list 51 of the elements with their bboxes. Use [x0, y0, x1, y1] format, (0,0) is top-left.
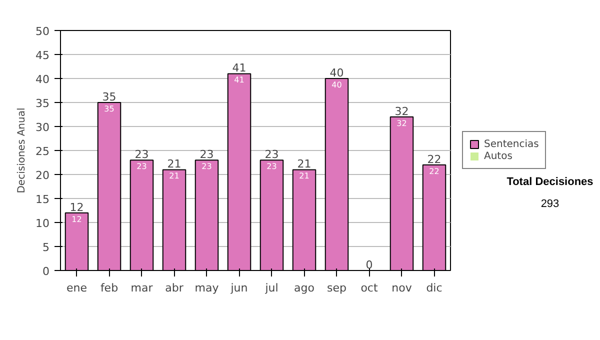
y-tick-label: 50	[36, 25, 50, 38]
x-tick-label: sep	[327, 282, 347, 294]
y-tick-label: 40	[36, 73, 50, 86]
data-label: 21	[299, 172, 310, 181]
data-label: 32	[396, 118, 407, 128]
data-label: 23	[202, 162, 212, 172]
y-tick-label: 15	[36, 193, 50, 206]
total-label: 0	[366, 258, 373, 272]
data-label: 21	[169, 172, 180, 181]
y-tick-label: 30	[36, 121, 50, 134]
y-tick-label: 10	[36, 217, 50, 230]
total-label: 12	[70, 200, 84, 214]
total-label: 21	[297, 158, 312, 171]
text: Total Decisiones	[506, 175, 594, 190]
data-label: 12	[72, 214, 82, 224]
x-tick-label: jun	[230, 282, 248, 294]
x-tick-label: nov	[392, 282, 412, 294]
total-label: 23	[264, 148, 279, 162]
x-tick-label: ene	[66, 282, 88, 294]
legend-label: Sentencias	[484, 138, 539, 150]
total-label: 32	[394, 104, 409, 118]
data-label: 23	[136, 162, 147, 172]
x-tick-label: oct	[360, 282, 378, 294]
data-label: 35	[104, 104, 114, 114]
text: 293	[540, 196, 560, 212]
y-tick-label: 20	[36, 169, 50, 182]
x-tick-label: abr	[165, 282, 184, 294]
y-axis-title: Decisiones Anual	[16, 108, 28, 194]
total-label: 41	[232, 62, 246, 75]
x-tick-label: ago	[294, 282, 315, 294]
y-tick-label: 35	[36, 97, 50, 110]
x-tick-label: feb	[100, 282, 118, 294]
data-label: 22	[429, 166, 440, 176]
y-tick-label: 45	[36, 49, 50, 62]
total-label: 23	[200, 148, 214, 162]
x-tick-label: mar	[130, 282, 154, 294]
total-label: 40	[330, 66, 344, 80]
total-label: 23	[134, 148, 149, 162]
data-label: 41	[234, 76, 244, 85]
x-tick-label: dic	[426, 282, 442, 294]
data-label: 40	[332, 80, 342, 90]
total-label: 22	[427, 152, 442, 166]
data-label: 23	[266, 162, 277, 172]
y-tick-label: 0	[42, 265, 50, 278]
legend-label: Autos	[484, 150, 512, 162]
x-tick-label: may	[194, 282, 220, 294]
y-tick-label: 5	[42, 241, 50, 254]
total-label: 35	[102, 90, 116, 104]
y-tick-label: 25	[36, 145, 50, 158]
x-tick-label: jul	[264, 282, 278, 294]
total-label: 21	[167, 158, 182, 171]
